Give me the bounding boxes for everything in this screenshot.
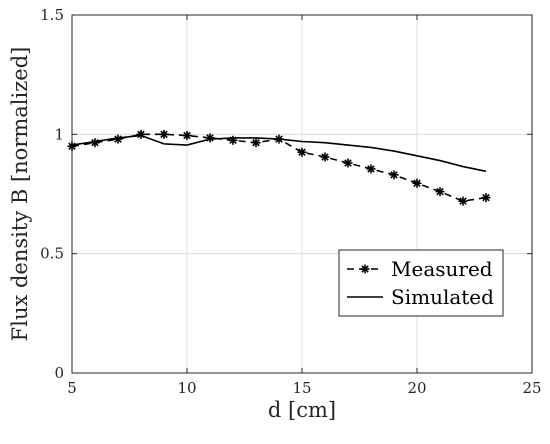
data-point-measured xyxy=(159,129,169,139)
x-tick-label: 20 xyxy=(407,379,426,397)
data-point-measured xyxy=(320,152,330,162)
series xyxy=(67,129,491,206)
data-point-measured xyxy=(412,178,422,188)
series-line-measured xyxy=(71,133,487,202)
data-point-measured xyxy=(67,141,77,151)
y-tick-label: 0 xyxy=(54,364,64,382)
grid xyxy=(71,14,533,374)
y-axis-label: Flux density B [normalized] xyxy=(8,47,32,342)
y-tick-label: 0.5 xyxy=(40,245,64,263)
legend: Measured Simulated xyxy=(338,249,504,317)
x-tick-label: 25 xyxy=(522,379,541,397)
y-tick-label: 1.5 xyxy=(40,6,64,24)
data-point-measured xyxy=(458,196,468,206)
x-tick-label: 15 xyxy=(292,379,311,397)
data-point-measured xyxy=(366,164,376,174)
x-axis-label: d [cm] xyxy=(268,398,336,422)
series-line-simulated xyxy=(71,134,487,173)
legend-box xyxy=(338,249,504,317)
data-point-measured xyxy=(343,158,353,168)
data-point-measured xyxy=(297,147,307,157)
data-point-measured xyxy=(435,187,445,197)
legend-label-simulated: Simulated xyxy=(391,285,494,309)
ticks: 5 10 15 20 25 0 0.5 1 1.5 xyxy=(40,6,541,397)
data-point-measured xyxy=(481,193,491,203)
x-tick-label: 5 xyxy=(67,379,77,397)
data-point-measured xyxy=(389,170,399,180)
data-point-measured xyxy=(205,133,215,143)
legend-marker-measured xyxy=(360,264,370,274)
data-point-measured xyxy=(251,138,261,148)
data-point-measured xyxy=(182,131,192,141)
y-tick-label: 1 xyxy=(54,125,64,143)
x-tick-label: 10 xyxy=(177,379,196,397)
legend-label-measured: Measured xyxy=(391,257,493,281)
